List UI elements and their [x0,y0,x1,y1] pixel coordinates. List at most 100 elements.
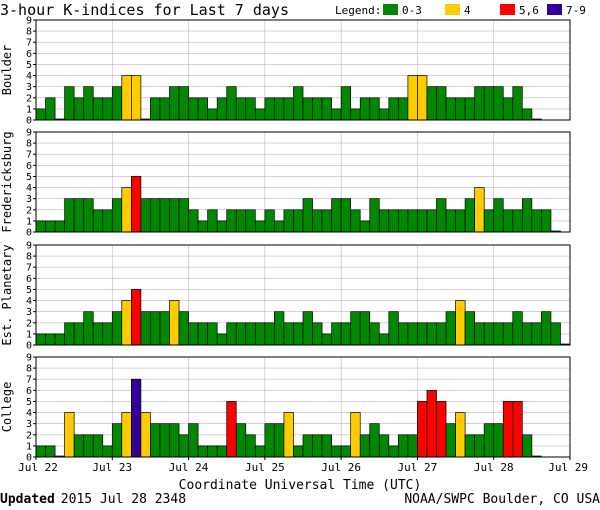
updated-label: Updated [0,492,55,507]
legend-swatch-2 [500,4,515,15]
bar-3-16 [188,423,199,458]
bar-0-24 [264,97,275,121]
bar-2-53 [541,311,552,346]
bar-1-32 [340,198,352,233]
bar-0-39 [407,75,418,121]
y-tick-label: 3 [26,419,32,430]
bar-1-44 [455,209,466,233]
bar-3-45 [464,434,475,458]
bar-0-26 [283,97,294,121]
bar-0-8 [111,86,123,121]
bar-3-17 [197,445,208,458]
bar-0-25 [274,97,285,121]
bar-1-34 [359,220,371,233]
y-tick-label: 2 [26,318,32,329]
bar-0-28 [302,97,313,121]
y-tick-label: 7 [26,375,32,386]
bar-2-10 [131,289,142,346]
bar-1-49 [502,209,514,233]
bar-1-25 [274,220,285,233]
bar-0-6 [92,97,104,121]
bar-1-48 [493,198,504,233]
y-tick-label: 9 [26,16,32,27]
bar-0-4 [73,97,85,121]
bar-3-31 [331,445,342,458]
panel-label-1: Fredericksburg [0,131,14,232]
bar-1-16 [188,209,199,233]
bar-2-18 [207,322,218,346]
bar-0-13 [159,97,170,121]
legend-entry-0: 0-3 [402,4,422,17]
bar-1-23 [254,220,266,233]
bar-0-36 [378,108,390,121]
bar-0-18 [207,108,218,121]
bar-3-49 [502,401,514,458]
bar-1-41 [426,209,437,233]
bar-0-44 [455,97,466,121]
y-tick-label: 7 [26,263,32,274]
bar-3-6 [92,434,104,458]
bar-0-34 [359,97,371,121]
bar-1-8 [111,198,123,233]
bar-0-49 [502,97,514,121]
bar-2-52 [531,322,542,346]
bar-2-6 [92,322,104,346]
bar-2-41 [426,322,437,346]
bar-1-35 [369,198,380,233]
bar-0-15 [178,86,189,121]
bar-3-33 [350,412,361,458]
bar-2-25 [274,311,285,346]
bar-1-27 [293,209,304,233]
bar-2-54 [550,322,561,346]
bar-2-51 [521,322,533,346]
bar-3-15 [178,434,189,458]
bar-3-13 [159,423,170,458]
updated-value: 2015 Jul 28 2348 [61,492,186,507]
legend-entry-2: 5,6 [519,4,539,17]
x-tick-label-6: Jul 28 [474,461,514,474]
bar-3-24 [264,423,275,458]
bar-0-14 [169,86,180,121]
bar-3-8 [111,423,123,458]
bar-3-51 [521,434,533,458]
bar-0-9 [121,75,132,121]
bar-3-18 [207,445,218,458]
bar-2-9 [121,300,132,346]
y-tick-label: 0 [26,341,32,352]
bar-1-7 [102,209,113,233]
bar-0-5 [83,86,94,121]
y-tick-label: 1 [26,329,32,340]
y-tick-label: 7 [26,38,32,49]
bar-1-15 [178,198,189,233]
panel-border [35,131,571,233]
y-tick-label: 9 [26,353,32,364]
bar-0-33 [350,108,361,121]
bar-1-4 [73,198,85,233]
bar-2-11 [140,311,151,346]
bar-2-47 [483,322,495,346]
bar-1-42 [436,198,447,233]
bar-2-49 [502,322,514,346]
bar-0-27 [293,86,304,121]
bar-1-39 [407,209,418,233]
bar-2-46 [474,322,485,346]
bar-0-47 [483,86,495,121]
bar-3-25 [274,423,285,458]
y-tick-label: 0 [26,228,32,239]
footer-updated: Updated 2015 Jul 28 2348 [0,492,186,507]
chart-title: 3-hour K-indices for Last 7 days [0,1,289,19]
bar-1-1 [45,220,56,233]
bar-2-34 [359,311,371,346]
bar-3-47 [483,423,495,458]
y-tick-label: 9 [26,128,32,139]
y-tick-label: 3 [26,307,32,318]
bar-1-9 [121,187,132,233]
bar-3-41 [426,389,437,458]
x-tick-label-5: Jul 27 [398,461,438,474]
bar-2-36 [378,333,390,346]
bar-1-2 [54,220,65,233]
bar-0-37 [388,97,399,121]
panel-label-2: Est. Planetary [0,244,14,345]
bar-2-31 [331,322,342,346]
panel-label-0: Boulder [0,45,14,96]
